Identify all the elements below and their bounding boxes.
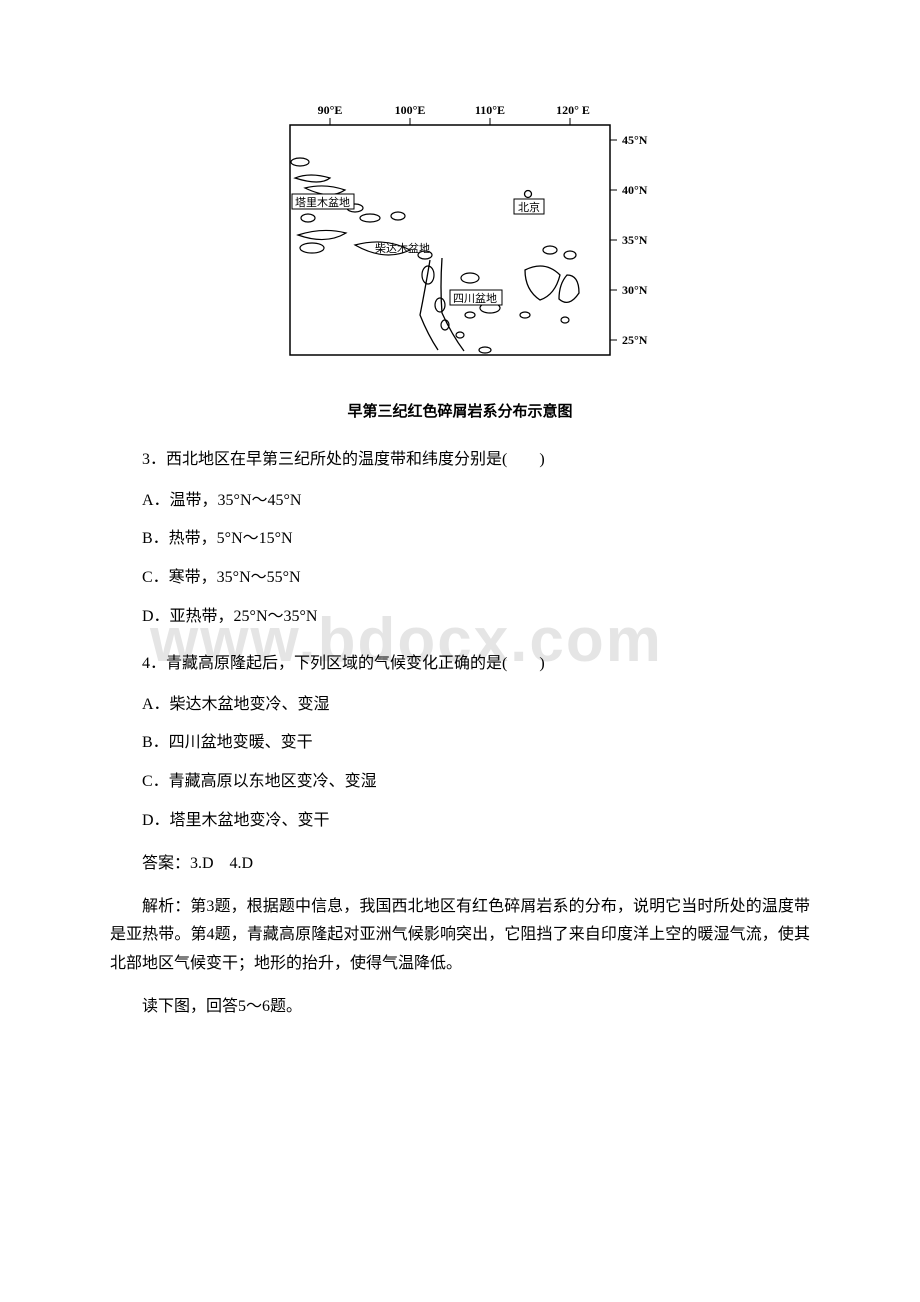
svg-text:90°E: 90°E (318, 103, 343, 117)
map-figure: 90°E 100°E 110°E 120° E 45°N 40°N 35°N 3… (110, 100, 810, 426)
svg-text:塔里木盆地: 塔里木盆地 (295, 195, 350, 209)
explanation-text: 解析：第3题，根据题中信息，我国西北地区有红色碎屑岩系的分布，说明它当时所处的温… (110, 893, 810, 979)
q4-option-b: B．四川盆地变暖、变干 (110, 729, 810, 758)
q4-option-c: C．青藏高原以东地区变冷、变湿 (110, 768, 810, 797)
svg-text:四川盆地: 四川盆地 (453, 291, 497, 305)
next-question-intro: 读下图，回答5～6题。 (110, 993, 810, 1022)
q3-option-c: C．寒带，35°N～55°N (110, 564, 810, 593)
svg-text:柴达木盆地: 柴达木盆地 (375, 241, 430, 255)
q4-option-a: A．柴达木盆地变冷、变湿 (110, 691, 810, 720)
q3-option-d: D．亚热带，25°N～35°N (110, 603, 810, 632)
page-content: 90°E 100°E 110°E 120° E 45°N 40°N 35°N 3… (110, 100, 810, 1022)
svg-text:120° E: 120° E (556, 103, 590, 117)
svg-text:北京: 北京 (518, 200, 540, 214)
answer-line: 答案：3.D 4.D (110, 850, 810, 879)
svg-text:110°E: 110°E (475, 103, 505, 117)
q3-option-a: A．温带，35°N～45°N (110, 487, 810, 516)
map-caption: 早第三纪红色碎屑岩系分布示意图 (110, 399, 810, 426)
svg-text:45°N: 45°N (622, 133, 648, 147)
q3-option-b: B．热带，5°N～15°N (110, 525, 810, 554)
watermark-text: www.bdocx.com (150, 585, 663, 697)
svg-text:100°E: 100°E (395, 103, 426, 117)
svg-text:30°N: 30°N (622, 283, 648, 297)
q3-stem: 3．西北地区在早第三纪所处的温度带和纬度分别是( ) (110, 446, 810, 475)
svg-text:25°N: 25°N (622, 333, 648, 347)
q4-option-d: D．塔里木盆地变冷、变干 (110, 807, 810, 836)
q4-stem: 4．青藏高原隆起后，下列区域的气候变化正确的是( ) (110, 650, 810, 679)
map-svg: 90°E 100°E 110°E 120° E 45°N 40°N 35°N 3… (270, 100, 650, 380)
svg-text:40°N: 40°N (622, 183, 648, 197)
svg-text:35°N: 35°N (622, 233, 648, 247)
